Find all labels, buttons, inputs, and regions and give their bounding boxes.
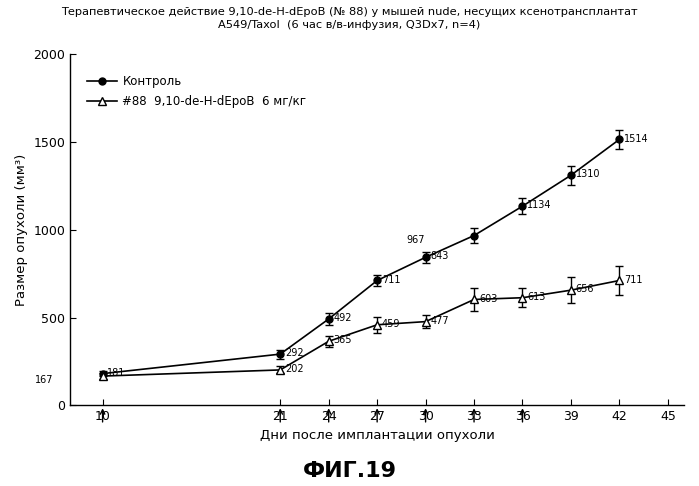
Text: 167: 167	[35, 376, 53, 385]
Text: 1134: 1134	[527, 200, 552, 210]
Text: 711: 711	[624, 275, 643, 285]
Text: 656: 656	[576, 284, 594, 295]
Text: 459: 459	[382, 319, 401, 329]
Text: 477: 477	[431, 316, 449, 326]
X-axis label: Дни после имплантации опухоли: Дни после имплантации опухоли	[260, 429, 495, 442]
Legend: Контроль, #88  9,10-de-H-dEpoB  6 мг/кг: Контроль, #88 9,10-de-H-dEpoB 6 мг/кг	[82, 70, 311, 113]
Text: 1514: 1514	[624, 134, 649, 143]
Text: Терапевтическое действие 9,10-de-H-dEpoB (№ 88) у мышей nude, несущих ксенотранс: Терапевтическое действие 9,10-de-H-dEpoB…	[62, 7, 637, 17]
Text: 292: 292	[285, 348, 303, 358]
Text: 603: 603	[479, 294, 497, 304]
Text: 613: 613	[527, 292, 546, 302]
Text: 1310: 1310	[576, 170, 600, 179]
Text: 711: 711	[382, 275, 401, 285]
Text: 365: 365	[333, 335, 352, 346]
Text: 181: 181	[108, 368, 126, 378]
Text: A549/Taxol  (6 час в/в-инфузия, Q3Dx7, n=4): A549/Taxol (6 час в/в-инфузия, Q3Dx7, n=…	[218, 20, 481, 31]
Text: 492: 492	[333, 313, 352, 323]
Text: ФИГ.19: ФИГ.19	[303, 461, 396, 481]
Y-axis label: Размер опухоли (мм³): Размер опухоли (мм³)	[15, 154, 28, 306]
Text: 967: 967	[406, 235, 425, 245]
Text: 843: 843	[431, 251, 449, 261]
Text: 202: 202	[285, 364, 303, 374]
